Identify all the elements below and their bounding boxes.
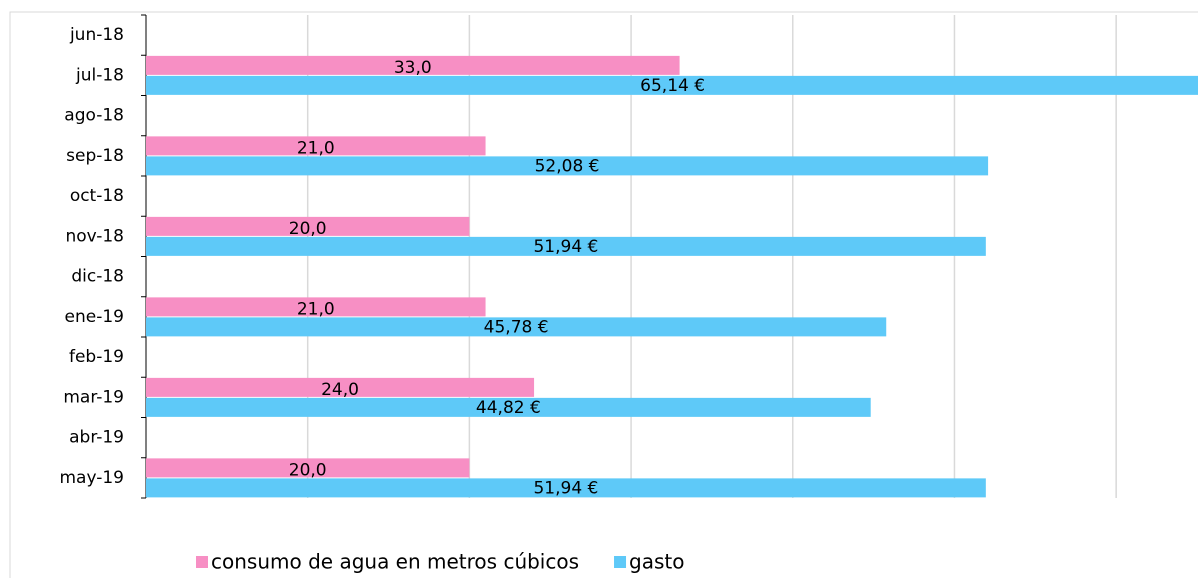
y-tick-label: feb-19 [69,347,124,367]
bar [146,297,486,317]
bar [146,136,486,156]
data-label: 51,94 € [533,478,598,498]
data-label: 21,0 [297,299,335,319]
bar [146,55,680,75]
data-label: 20,0 [289,219,327,239]
y-tick-label: ago-18 [64,106,124,126]
data-label: 33,0 [394,58,432,78]
legend-swatch [196,556,208,568]
data-label: 45,78 € [484,317,549,337]
y-tick-label: ene-19 [65,307,124,327]
bar [146,397,871,417]
y-tick-label: jul-18 [75,65,124,85]
data-label: 52,08 € [535,156,600,176]
bar [146,478,986,498]
y-tick-label: may-19 [59,468,124,488]
data-label: 21,0 [297,138,335,158]
bar [146,317,887,337]
legend-label: gasto [629,550,684,574]
y-tick-label: sep-18 [66,146,124,166]
chart-border [9,11,1198,578]
y-tick-label: dic-18 [71,267,124,287]
data-label: 51,94 € [533,237,598,257]
y-tick-label: nov-18 [65,226,124,246]
bar [146,236,986,256]
bar [146,75,1198,95]
legend-label: consumo de agua en metros cúbicos [211,550,579,574]
y-tick-label: abr-19 [69,428,124,448]
legend-swatch [614,556,627,568]
y-tick-label: jun-18 [69,25,124,45]
data-label: 20,0 [289,460,327,480]
data-label: 65,14 € [640,76,705,96]
bar [146,216,470,236]
bar [146,458,470,478]
bar [146,156,989,176]
bar [146,377,535,397]
y-tick-label: oct-18 [70,186,124,206]
data-label: 24,0 [321,380,359,400]
data-label: 44,82 € [476,398,541,418]
y-tick-label: mar-19 [63,387,124,407]
